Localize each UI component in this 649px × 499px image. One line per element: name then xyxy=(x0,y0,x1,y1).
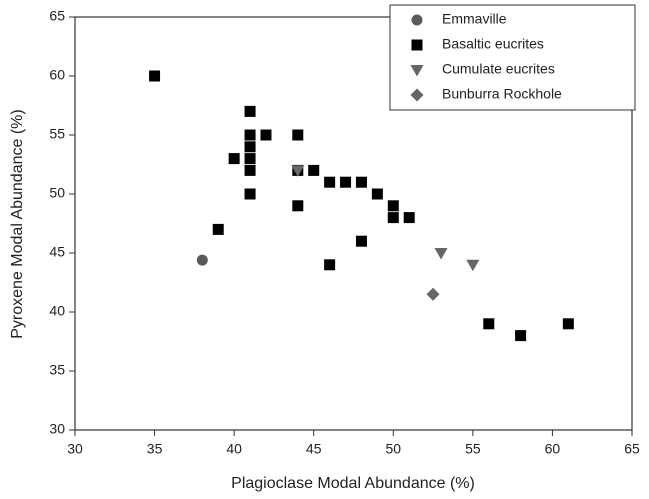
x-tick-label: 30 xyxy=(67,441,83,457)
point xyxy=(244,153,256,165)
y-tick-label: 35 xyxy=(49,362,65,378)
point xyxy=(340,176,352,188)
x-tick-label: 35 xyxy=(147,441,163,457)
point xyxy=(355,235,367,247)
point xyxy=(426,287,440,301)
y-tick-label: 65 xyxy=(49,8,65,24)
point xyxy=(149,70,161,82)
legend-label: Emmaville xyxy=(442,11,507,27)
legend-label: Bunburra Rockhole xyxy=(442,86,562,102)
point xyxy=(292,129,304,141)
point xyxy=(403,212,415,224)
legend-marker xyxy=(410,65,424,77)
point xyxy=(434,248,448,260)
point xyxy=(483,318,495,330)
point xyxy=(562,318,574,330)
y-tick-label: 30 xyxy=(49,421,65,437)
legend-marker xyxy=(411,14,423,26)
legend-marker xyxy=(411,39,423,51)
x-tick-label: 60 xyxy=(545,441,561,457)
legend-label: Basaltic eucrites xyxy=(442,36,544,52)
point xyxy=(244,141,256,153)
x-axis-label: Plagioclase Modal Abundance (%) xyxy=(231,475,475,492)
point xyxy=(244,129,256,141)
point xyxy=(371,188,383,200)
y-tick-label: 60 xyxy=(49,67,65,83)
point xyxy=(466,259,480,272)
point xyxy=(196,254,208,266)
legend-label: Cumulate eucrites xyxy=(442,61,555,77)
point xyxy=(308,164,320,176)
plot-frame xyxy=(74,16,633,431)
x-tick-label: 50 xyxy=(385,441,401,457)
x-tick-label: 45 xyxy=(306,441,322,457)
point xyxy=(260,129,272,141)
point xyxy=(387,212,399,224)
x-tick-label: 65 xyxy=(624,441,640,457)
point xyxy=(212,223,224,235)
point xyxy=(324,259,336,271)
x-tick-label: 55 xyxy=(465,441,481,457)
y-tick-label: 45 xyxy=(49,244,65,260)
point xyxy=(244,105,256,117)
point xyxy=(244,164,256,176)
point xyxy=(355,176,367,188)
point xyxy=(291,165,305,177)
y-tick-label: 55 xyxy=(49,126,65,142)
point xyxy=(387,200,399,212)
point xyxy=(292,200,304,212)
point xyxy=(515,330,527,342)
x-tick-label: 40 xyxy=(226,441,242,457)
y-axis-label: Pyroxene Modal Abundance (%) xyxy=(9,109,26,338)
legend-box xyxy=(389,4,636,111)
y-tick-label: 40 xyxy=(49,303,65,319)
point xyxy=(324,176,336,188)
legend-marker xyxy=(410,88,424,102)
y-tick-label: 50 xyxy=(49,185,65,201)
point xyxy=(244,188,256,200)
point xyxy=(228,153,240,165)
